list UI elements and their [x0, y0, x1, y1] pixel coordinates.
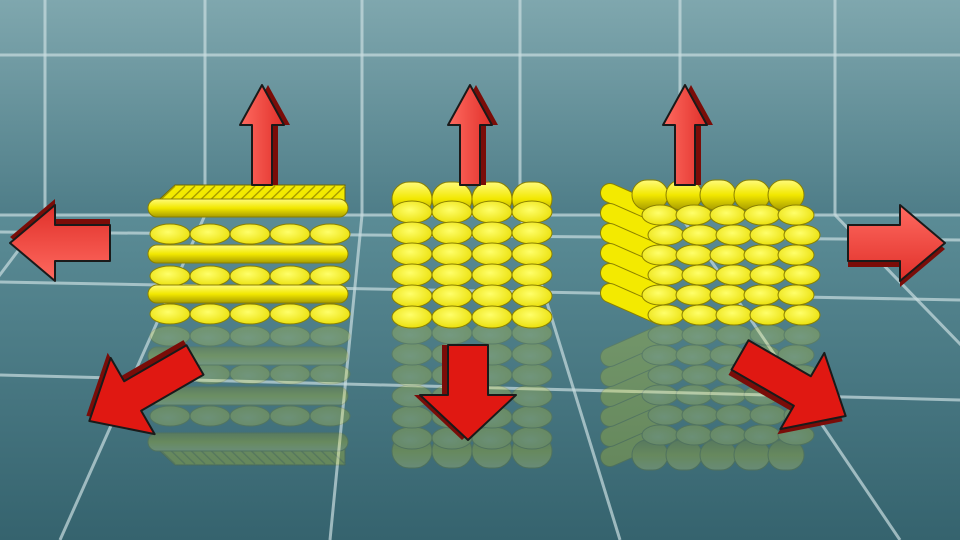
rod-end: [783, 264, 821, 286]
rod-stacks: [147, 179, 821, 329]
floor-line: [833, 213, 960, 347]
rod-end: [777, 284, 815, 306]
arrow-body: [730, 339, 847, 431]
arrow-body: [662, 84, 708, 186]
rod-side: [147, 284, 349, 304]
rod-end: [783, 304, 821, 326]
rod-end: [189, 303, 231, 325]
rod-end: [641, 284, 679, 306]
rod-end: [149, 303, 191, 325]
rod-end: [647, 224, 685, 246]
rod-end: [431, 305, 473, 329]
rod-end: [715, 224, 753, 246]
rod-end: [675, 284, 713, 306]
rod-end: [229, 265, 271, 287]
rod-end: [681, 224, 719, 246]
rod-end: [309, 265, 351, 287]
rod-end: [511, 221, 553, 245]
rod-end: [641, 244, 679, 266]
rod-end: [709, 204, 747, 226]
rod-end: [431, 221, 473, 245]
rod-end: [709, 244, 747, 266]
rod-end: [511, 263, 553, 287]
arrows: [9, 84, 946, 441]
rod-end: [743, 244, 781, 266]
arrow: [9, 199, 111, 282]
floor-line: [0, 214, 47, 278]
rod-end: [229, 223, 271, 245]
rod-end: [749, 224, 787, 246]
arrow-body: [847, 204, 946, 282]
arrow-body: [239, 84, 285, 186]
stack-right: [600, 179, 821, 326]
rod-end: [391, 263, 433, 287]
rod-end: [391, 221, 433, 245]
rod-end: [391, 242, 433, 266]
rod-end: [681, 264, 719, 286]
rod-end: [471, 221, 513, 245]
stack-left: [147, 184, 351, 325]
arrow: [847, 204, 946, 287]
rod-end: [647, 304, 685, 326]
rod-end: [149, 223, 191, 245]
rod-end: [511, 200, 553, 224]
rod-side: [147, 244, 349, 264]
rod-end: [431, 263, 473, 287]
rod-end: [511, 284, 553, 308]
rod-end: [681, 304, 719, 326]
rod-end: [471, 263, 513, 287]
rod-end: [749, 304, 787, 326]
rod-end: [641, 204, 679, 226]
arrow: [86, 340, 205, 436]
rod-end: [715, 264, 753, 286]
arrow: [447, 84, 498, 186]
rod-end: [783, 224, 821, 246]
rod-end: [269, 303, 311, 325]
rod-end: [743, 284, 781, 306]
rod-end: [229, 303, 271, 325]
arrow: [414, 344, 517, 441]
rod-end: [777, 244, 815, 266]
rod-end: [471, 242, 513, 266]
rod-end: [777, 204, 815, 226]
arrow: [728, 339, 847, 435]
rod-end: [471, 200, 513, 224]
rod-end: [471, 284, 513, 308]
rod-end: [709, 284, 747, 306]
rod-end: [431, 284, 473, 308]
rod-end: [675, 244, 713, 266]
rod-end: [715, 304, 753, 326]
arrow-body: [447, 84, 493, 186]
rod-end: [391, 200, 433, 224]
arrow-body: [9, 204, 111, 282]
stack-middle: [391, 181, 553, 329]
arrow-body: [419, 344, 517, 441]
rod-end: [471, 305, 513, 329]
rod-end: [391, 305, 433, 329]
arrow: [662, 84, 713, 186]
rod-end: [675, 204, 713, 226]
rod-side: [147, 198, 349, 218]
arrow-body: [88, 344, 205, 436]
rod-end: [431, 200, 473, 224]
arrow: [239, 84, 290, 186]
rod-end: [189, 265, 231, 287]
rod-end: [749, 264, 787, 286]
rod-end: [269, 265, 311, 287]
rod-end: [511, 305, 553, 329]
rod-end: [647, 264, 685, 286]
rod-end: [309, 223, 351, 245]
rod-end: [269, 223, 311, 245]
rod-end: [431, 242, 473, 266]
rod-end: [149, 265, 191, 287]
rod-end: [309, 303, 351, 325]
rod-end: [743, 204, 781, 226]
rod-end: [511, 242, 553, 266]
rod-end: [189, 223, 231, 245]
rod-end: [391, 284, 433, 308]
